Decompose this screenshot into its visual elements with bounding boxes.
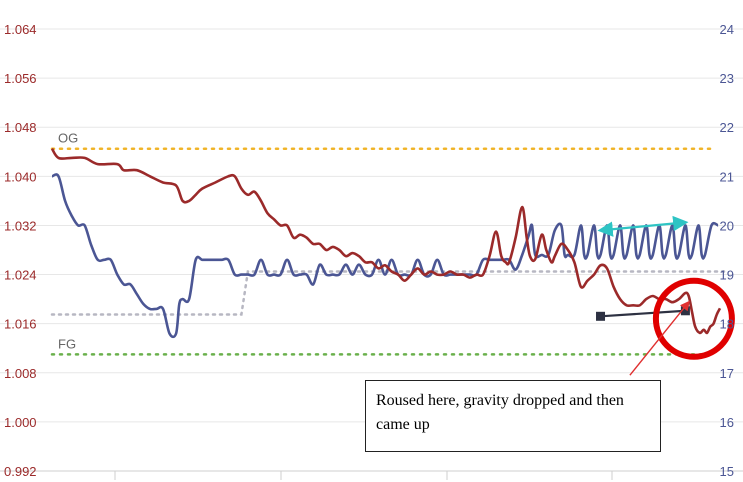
right-tick-label: 16 <box>720 415 734 430</box>
right-tick-label: 19 <box>720 268 734 283</box>
left-tick-label: 1.000 <box>4 415 37 430</box>
reference-label-fg: FG <box>58 336 76 351</box>
annotation-note: Roused here, gravity dropped and then ca… <box>365 380 661 452</box>
series-line-step <box>50 270 726 316</box>
left-tick-label: 1.040 <box>4 169 37 184</box>
trend-segment-gravity <box>600 309 686 318</box>
right-tick-label: 22 <box>720 120 734 135</box>
x-axis <box>0 470 743 480</box>
left-tick-label: 1.048 <box>4 120 37 135</box>
right-tick-label: 18 <box>720 317 734 332</box>
left-tick-label: 1.016 <box>4 317 37 332</box>
callout-arrow <box>629 300 690 376</box>
series-layer <box>50 147 726 339</box>
right-tick-label: 15 <box>720 464 734 479</box>
right-axis: 15 16 17 18 19 20 21 22 23 24 <box>720 22 734 479</box>
annotation-layer <box>596 215 735 376</box>
highlight-circle <box>652 277 735 360</box>
right-tick-label: 23 <box>720 71 734 86</box>
right-tick-label: 24 <box>720 22 734 37</box>
series-line-gravity <box>50 147 722 335</box>
right-tick-label: 20 <box>720 218 734 233</box>
reference-label-og: OG <box>58 131 78 146</box>
segment-start-marker <box>596 311 606 321</box>
left-tick-label: 1.064 <box>4 22 37 37</box>
left-tick-label: 1.056 <box>4 71 37 86</box>
left-axis: 0.992 1.000 1.008 1.016 1.024 1.032 1.040 1.048… <box>4 22 37 479</box>
reference-lines: OG FG <box>50 131 714 356</box>
trend-arrow-temperature <box>597 215 689 237</box>
series-line-temperature <box>51 173 719 339</box>
left-tick-label: 0.992 <box>4 464 37 479</box>
left-tick-label: 1.008 <box>4 366 37 381</box>
right-tick-label: 21 <box>720 169 734 184</box>
left-tick-label: 1.024 <box>4 268 37 283</box>
left-tick-label: 1.032 <box>4 218 37 233</box>
right-tick-label: 17 <box>720 366 734 381</box>
